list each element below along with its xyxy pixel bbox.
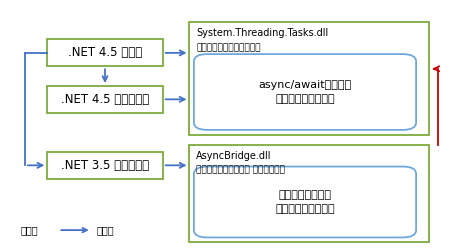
Text: AsyncBridge.dll: AsyncBridge.dll bbox=[196, 151, 272, 161]
FancyBboxPatch shape bbox=[47, 152, 163, 179]
FancyBboxPatch shape bbox=[189, 22, 429, 135]
FancyBboxPatch shape bbox=[47, 40, 163, 66]
FancyBboxPatch shape bbox=[194, 166, 416, 238]
Text: .NET 3.5 ライブラリ: .NET 3.5 ライブラリ bbox=[61, 159, 149, 172]
Text: 参照先: 参照先 bbox=[96, 225, 114, 235]
Text: System.Threading.Tasks.dll: System.Threading.Tasks.dll bbox=[196, 28, 328, 38]
Text: 必要なクラスへの
型フォワーディング: 必要なクラスへの 型フォワーディング bbox=[275, 190, 335, 214]
Text: 参照元: 参照元 bbox=[21, 225, 38, 235]
Text: .NET 4.5 ライブラリ: .NET 4.5 ライブラリ bbox=[61, 93, 149, 106]
Text: （標準ライブラリの一部）: （標準ライブラリの一部） bbox=[196, 43, 261, 52]
FancyBboxPatch shape bbox=[189, 144, 429, 242]
Text: async/awaitの実行に
必要になるクラス群: async/awaitの実行に 必要になるクラス群 bbox=[258, 80, 351, 104]
FancyBboxPatch shape bbox=[194, 54, 416, 130]
Text: .NET 4.5 アプリ: .NET 4.5 アプリ bbox=[68, 46, 142, 60]
Text: （バックポーティング ライブラリ）: （バックポーティング ライブラリ） bbox=[196, 165, 285, 174]
FancyBboxPatch shape bbox=[47, 86, 163, 113]
